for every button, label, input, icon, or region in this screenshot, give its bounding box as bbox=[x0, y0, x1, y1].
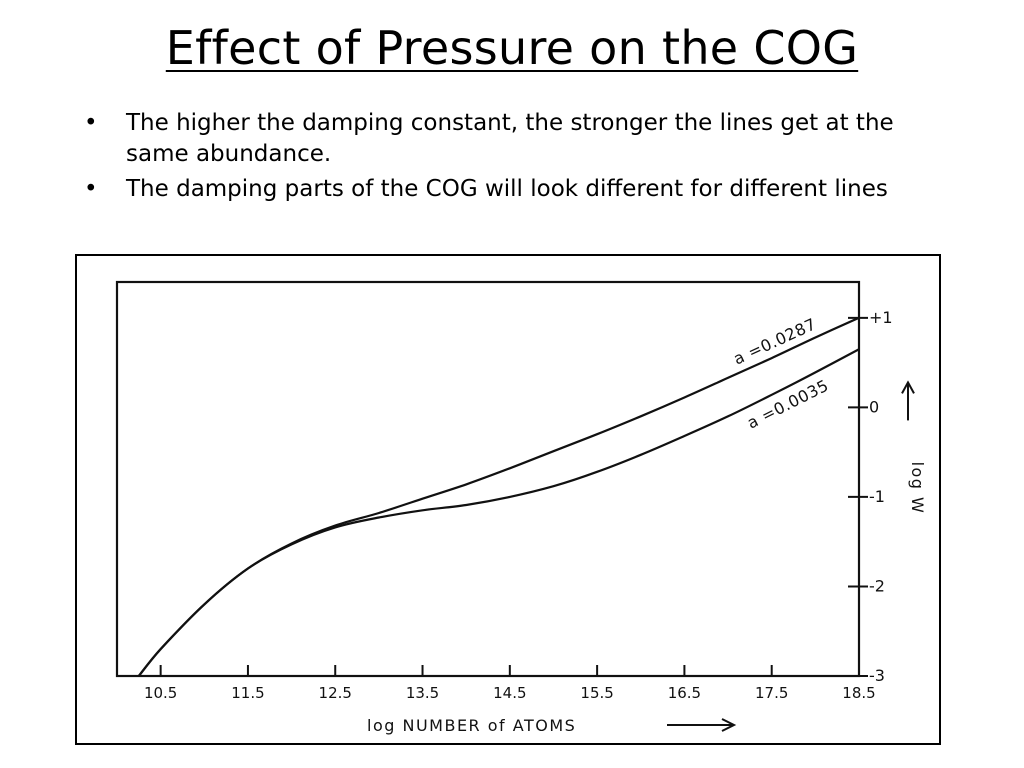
y-tick-label: -3 bbox=[869, 666, 885, 685]
y-axis-arrow-icon bbox=[901, 380, 915, 394]
bullet-text: The damping parts of the COG will look d… bbox=[126, 176, 888, 202]
x-tick-label: 12.5 bbox=[319, 684, 352, 702]
x-tick-label: 14.5 bbox=[493, 684, 526, 702]
slide-title: Effect of Pressure on the COG bbox=[165, 21, 859, 75]
bullet-item: • The higher the damping constant, the s… bbox=[84, 108, 954, 170]
y-tick-label: -2 bbox=[869, 576, 885, 595]
x-axis-arrow-icon bbox=[721, 718, 737, 732]
bullet-text: The higher the damping constant, the str… bbox=[126, 110, 894, 167]
bullet-marker: • bbox=[84, 176, 98, 202]
x-tick-label: 15.5 bbox=[580, 684, 613, 702]
series-line-2 bbox=[137, 348, 859, 676]
x-axis-label: log NUMBER of ATOMS bbox=[367, 716, 576, 735]
x-tick-label: 13.5 bbox=[406, 684, 439, 702]
bullet-list: • The higher the damping constant, the s… bbox=[84, 108, 954, 209]
series-line-1 bbox=[137, 316, 859, 676]
x-tick-label: 17.5 bbox=[755, 684, 788, 702]
series-label-2: a =0.0035 bbox=[744, 376, 832, 433]
x-tick-label: 10.5 bbox=[144, 684, 177, 702]
x-tick-label: 16.5 bbox=[668, 684, 701, 702]
y-tick-label: 0 bbox=[869, 397, 879, 416]
y-tick-label: -1 bbox=[869, 487, 885, 506]
x-tick-label: 18.5 bbox=[842, 684, 875, 702]
bullet-item: • The damping parts of the COG will look… bbox=[84, 174, 954, 205]
y-tick-label: +1 bbox=[869, 308, 893, 327]
x-tick-label: 11.5 bbox=[231, 684, 264, 702]
curve-of-growth-chart: 10.5 11.5 12.5 13.5 14.5 15.5 16.5 17.5 18.5 +1 0 -… bbox=[115, 280, 927, 735]
y-axis-label: log W bbox=[908, 462, 927, 515]
plot-area-border bbox=[115, 280, 861, 678]
figure-frame: 10.5 11.5 12.5 13.5 14.5 15.5 16.5 17.5 18.5 +1 0 -… bbox=[75, 254, 941, 745]
bullet-marker: • bbox=[84, 110, 98, 136]
